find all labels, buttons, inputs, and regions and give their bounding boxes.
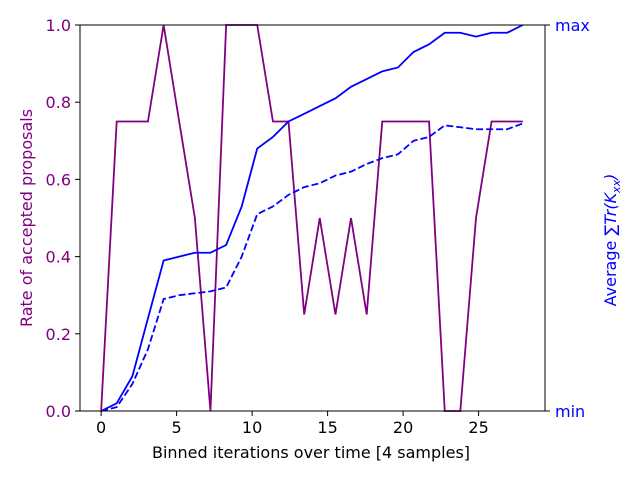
right-axis-label: Average ∑Tr(Kxx) [601,174,623,307]
left-tick-label: 1.0 [46,16,71,35]
x-tick-label: 10 [242,418,262,437]
right-tick-label: min [555,402,585,421]
x-tick-label: 5 [172,418,182,437]
x-tick-label: 15 [317,418,337,437]
left-tick-label: 0.2 [46,325,71,344]
left-tick-label: 0.8 [46,93,71,112]
axes-layer [79,24,546,412]
right-axis-label-subscript: xx [610,179,623,194]
trace-dashed-line [100,122,524,412]
right-axis-label-suffix: ) [601,174,620,181]
right-axis-label-prefix: Average [601,236,620,307]
left-axis-label: Rate of accepted proposals [17,109,36,327]
trace-solid-line [100,24,524,412]
left-tick-label: 0.4 [46,248,71,267]
right-axis-label-math: ∑Tr(K [601,191,620,235]
x-tick-label: 25 [468,418,488,437]
plot-background [80,25,545,411]
x-tick-label: 20 [393,418,413,437]
x-axis-label: Binned iterations over time [4 samples] [152,443,470,462]
left-tick-label: 0.0 [46,402,71,421]
x-tick-label: 0 [96,418,106,437]
right-tick-label: max [555,16,590,35]
left-tick-label: 0.6 [46,170,71,189]
ticks-layer: 0 5 10 15 20 25 0.0 0.2 0.4 0.6 0.8 1.0 min max [46,16,590,437]
